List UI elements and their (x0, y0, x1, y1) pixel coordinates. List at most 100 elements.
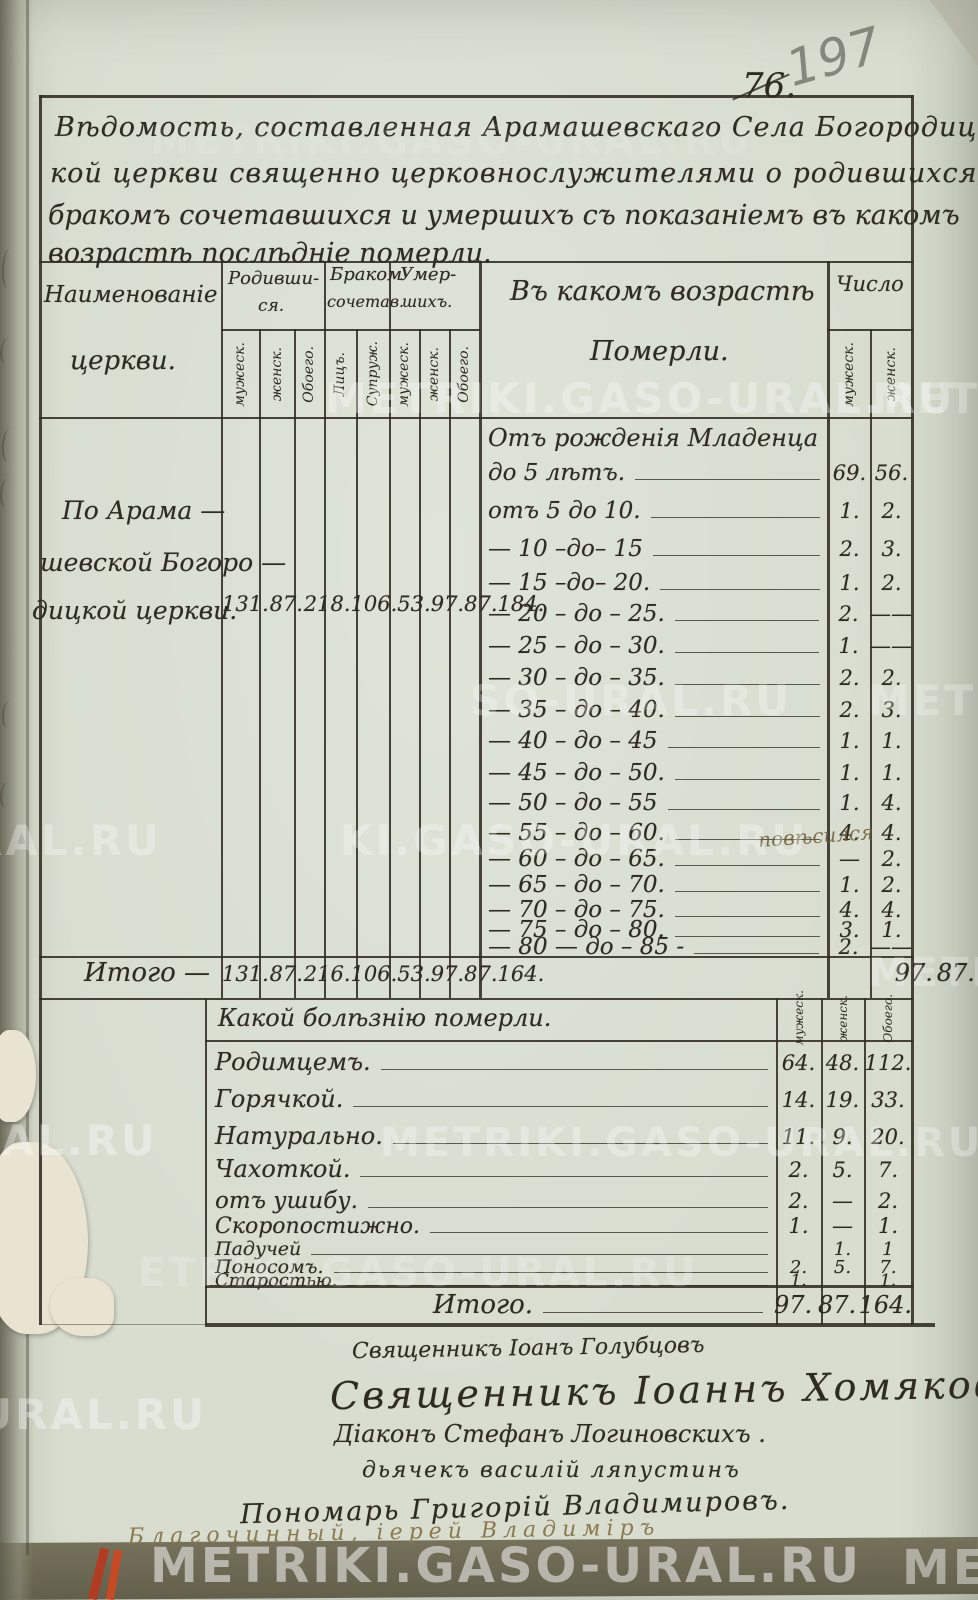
title-line-3: бракомъ сочетавшихся и умершихъ съ показ… (48, 200, 960, 231)
watermark: ETRIKI.GASO-URAL.RU (138, 1250, 699, 1296)
title-line-4: возрастѣ послѣдніе померли. (48, 238, 492, 269)
watermark: METRIKI.C (872, 374, 978, 423)
disease-row: Чахоткой. 2. 5. 7. (215, 1155, 912, 1187)
age-row: — 65 – до – 70. 1. 2. (488, 872, 912, 902)
age-row: — 15 –до– 20. 1. 2. (488, 570, 912, 600)
totals-count-male: 97. (894, 959, 933, 987)
age-row: — 80 — до – 85 - 2. —— (488, 934, 912, 964)
age-row: до 5 лѣтъ. 69. 56. (488, 460, 912, 490)
dash-line (652, 555, 820, 556)
age-row-label: — 60 – до – 65. (488, 846, 665, 872)
age-male-count: 1. (839, 499, 860, 523)
disease-both: 1 (882, 1239, 894, 1260)
watermark: RAL.RU (0, 1116, 159, 1165)
signature-deacon: Діаконъ Стефанъ Логиновскихъ . (334, 1420, 766, 1448)
age-row: — 35 – до – 40. 2. 3. (488, 697, 912, 727)
age-female-count: 1. (881, 729, 902, 753)
disease-male: 64. (781, 1051, 816, 1075)
totals-value: 53. (397, 962, 431, 986)
header-born-group-2: ся. (258, 296, 285, 316)
header-died-group-1: Умер- (400, 264, 457, 285)
age-male-count: 1. (839, 873, 860, 897)
dash-line (347, 1285, 768, 1286)
age-male-count: 2. (838, 602, 859, 626)
disease-male: 2. (788, 1158, 809, 1182)
age-row-label: — 15 –до– 20. (488, 570, 651, 596)
disease-both: 7. (879, 1257, 897, 1278)
dash-line (392, 1143, 768, 1144)
disease-subcol-female: женск. (835, 994, 850, 1042)
disease-male: 1. (790, 1271, 807, 1291)
disease-male: 11. (781, 1125, 816, 1149)
disease-totals-female: 87. (817, 1291, 857, 1319)
header-age-group-2: Померли. (590, 336, 729, 367)
watermark: METRIKI.C (868, 676, 978, 725)
disease-both: 2. (877, 1189, 899, 1213)
age-male-count: 1. (839, 761, 860, 785)
age-row: — 10 –до– 15 2. 3. (488, 536, 912, 566)
age-male-count: 3. (839, 918, 860, 942)
totals-label: Итого — (84, 958, 211, 988)
totals-value: 164. (497, 962, 545, 986)
header-died-group-2: шихъ. (402, 292, 453, 311)
dash-line (650, 517, 820, 518)
disease-both: 1. (879, 1271, 897, 1291)
totals-row: Итого — 131. 87. 216. 106. 53. 97. 87. 1… (40, 958, 975, 988)
disease-female: 48. (825, 1051, 860, 1075)
header-born-group-1: Родивши- (228, 268, 320, 289)
watermark: KI.GASO-URAL.RU (340, 816, 809, 865)
watermark: METRIKI.GASO-URAL.RU (325, 374, 956, 423)
age-row-label: — 10 –до– 15 (488, 536, 643, 562)
dash-line (674, 891, 820, 892)
age-row-label: — 55 – до – 60. (488, 820, 665, 846)
age-row: — 50 – до – 55 1. 4. (488, 790, 912, 820)
age-male-count: 1. (839, 791, 860, 815)
dash-line (674, 779, 820, 780)
disease-male: 2. (789, 1257, 808, 1278)
disease-label: Падучей (215, 1238, 302, 1260)
age-row-label: — 50 – до – 55 (488, 790, 658, 816)
age-row: — 55 – до – 60. 4. 4. (488, 820, 912, 850)
signature-sexton: дьячекъ василій ляпустинъ (362, 1458, 741, 1483)
age-female-count: —— (870, 634, 912, 658)
header-married-group-2: сочетав. (327, 292, 405, 311)
dash-line (635, 479, 820, 480)
totals-value: 106. (350, 962, 398, 986)
church-name-line-1: По Арама — (62, 496, 226, 525)
disease-both: 20. (871, 1125, 905, 1149)
age-row-label: — 20 – до – 25. (488, 601, 665, 627)
church-value: 131. (222, 592, 269, 616)
totals-value: 131. (222, 962, 269, 986)
dash-line (674, 716, 820, 717)
dash-line (674, 620, 819, 621)
page-corner-shadow (930, 0, 978, 66)
dash-line (694, 953, 819, 954)
age-row: — 60 – до – 65. — 2. (488, 846, 912, 876)
dash-line (660, 589, 820, 590)
header-count-group: Число (836, 272, 904, 296)
age-row: Отъ рожденія Младенца (488, 424, 912, 454)
disease-row: Скоропостижно. 1. — 1. (215, 1214, 912, 1246)
age-female-count: 4. (881, 821, 902, 845)
header-church-name-1: Наименованіе (44, 282, 218, 308)
totals-value: 87. (464, 962, 498, 986)
disease-totals-row: Итого. 97. 87. 164. (215, 1290, 912, 1322)
disease-label: Скоропостижно. (215, 1214, 421, 1239)
watermark: METRIKI.GASO-URAL.RU (150, 118, 754, 164)
disease-both: 1. (877, 1214, 899, 1238)
header-married-group-1: Браком (330, 264, 402, 285)
church-value: 53. (397, 592, 431, 616)
signature-priest-large: Священникъ Іоаннъ Хомяковъ (329, 1361, 978, 1419)
disease-female: — (832, 1214, 853, 1238)
disease-subcol-male: мужеск. (791, 990, 806, 1046)
age-female-count: —— (870, 602, 912, 626)
age-female-count: —— (870, 935, 912, 959)
disease-label: Горячкой. (215, 1085, 344, 1113)
church-name-line-2: шевской Богоро — (40, 548, 287, 577)
disease-female: — (832, 1189, 853, 1213)
subcol-born-male: мужеск. (232, 341, 248, 407)
church-value: 87. (269, 592, 303, 616)
binding-seam (26, 0, 29, 1555)
disease-label: Чахоткой. (215, 1155, 351, 1183)
age-male-count: 2. (839, 698, 860, 722)
